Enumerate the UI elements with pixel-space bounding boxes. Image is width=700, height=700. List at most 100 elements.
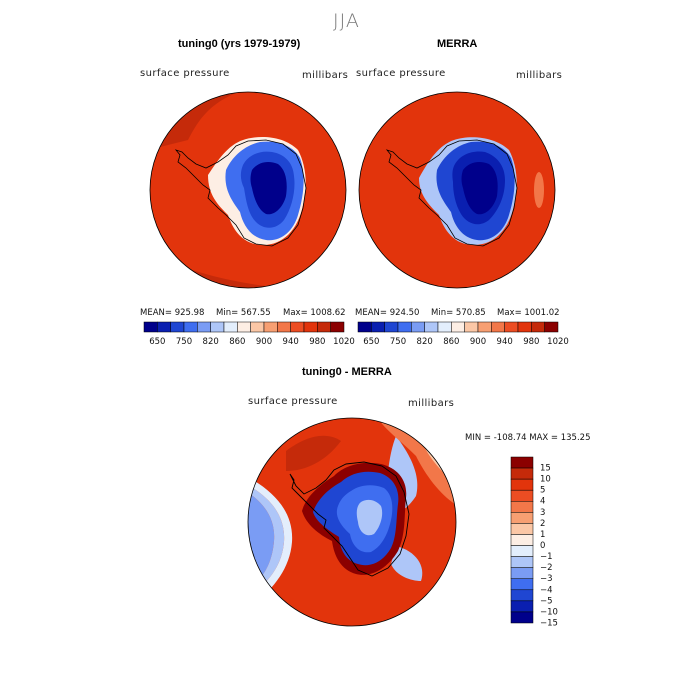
- colorbar-swatch: [357, 321, 372, 333]
- coastline: [289, 461, 410, 577]
- colorbar-swatch: [210, 321, 225, 333]
- colorbar-tick-label: 3: [540, 508, 545, 518]
- colorbar-swatch: [437, 321, 452, 333]
- colorbar-swatch: [510, 501, 534, 513]
- colorbar-tick-label: 940: [497, 337, 513, 347]
- colorbar-swatch: [371, 321, 385, 333]
- colorbar-tick-label: 1: [540, 530, 545, 540]
- high-pressure-patch: [534, 172, 544, 208]
- colorbar-tick-label: 980: [309, 337, 325, 347]
- colorbar-swatch: [510, 589, 534, 602]
- colorbar-tick-label: −10: [540, 607, 558, 617]
- colorbar-swatch: [317, 321, 331, 333]
- colorbar-swatch: [170, 321, 185, 333]
- colorbar-tick-label: 650: [149, 337, 165, 347]
- colorbar-tick-label: 0: [540, 541, 545, 551]
- colorbar-swatch: [197, 321, 211, 333]
- colorbar-tick-label: −2: [540, 563, 553, 573]
- positive-anomaly-north: [286, 435, 341, 471]
- colorbar-swatch: [330, 321, 345, 333]
- colorbar-swatch: [157, 321, 171, 333]
- panel-variable-label: surface pressure: [140, 68, 230, 79]
- colorbar-swatch: [510, 534, 534, 546]
- colorbar-swatch: [531, 321, 545, 333]
- colorbar-swatch: [250, 321, 265, 333]
- coastline: [385, 139, 518, 247]
- colorbar-tick-label: 860: [229, 337, 245, 347]
- colorbar-swatch: [510, 545, 534, 557]
- colorbar-tick-label: 5: [540, 486, 545, 496]
- colorbar-tick-label: 750: [390, 337, 406, 347]
- stat-range: MIN = -108.74 MAX = 135.25: [465, 433, 591, 443]
- weak-negative-west: [248, 484, 285, 598]
- colorbar-tick-label: 10: [540, 475, 551, 485]
- colorbar-swatch: [544, 321, 559, 333]
- colorbar-swatch: [510, 600, 534, 613]
- plateau-core: [250, 162, 287, 215]
- stat-max: Max= 1001.02: [497, 308, 560, 318]
- colorbar-swatch: [424, 321, 439, 333]
- colorbar-swatch: [491, 321, 505, 333]
- colorbar-swatch: [510, 512, 534, 524]
- colorbar-swatch: [384, 321, 399, 333]
- plateau-core: [461, 162, 498, 215]
- panel-title-reference: MERRA: [437, 38, 478, 50]
- colorbar-tick-label: −5: [540, 596, 553, 606]
- colorbar-tick-label: 900: [470, 337, 486, 347]
- colorbar-tick-label: 1020: [333, 337, 355, 347]
- colorbar-swatch: [504, 321, 519, 333]
- polar-map-model: [149, 91, 347, 289]
- colorbar-tick-label: 2: [540, 519, 545, 529]
- colorbar-tick-label: 750: [176, 337, 192, 347]
- colorbar-swatch: [263, 321, 278, 333]
- colorbar-tick-label: 650: [363, 337, 379, 347]
- colorbar-swatch: [510, 567, 534, 579]
- panel-title-model: tuning0 (yrs 1979-1979): [178, 38, 301, 50]
- colorbar-tick-label: −4: [540, 585, 553, 595]
- stat-min: Min= 570.85: [431, 308, 486, 318]
- colorbar-swatch: [510, 456, 534, 469]
- panel-units-label: millibars: [408, 398, 455, 409]
- stat-mean: MEAN= 925.98: [140, 308, 205, 318]
- colorbar-tick-label: 940: [283, 337, 299, 347]
- colorbar-swatch: [510, 523, 534, 535]
- colorbar-swatch: [510, 489, 534, 502]
- colorbar-tick-label: 4: [540, 497, 545, 507]
- colorbar-swatch: [510, 611, 534, 624]
- stat-mean: MEAN= 924.50: [355, 308, 420, 318]
- colorbar-swatch: [183, 321, 198, 333]
- colorbar-swatch: [451, 321, 465, 333]
- colorbar-swatch: [517, 321, 532, 333]
- figure-title: JJA: [333, 10, 360, 32]
- colorbar-swatch: [411, 321, 425, 333]
- neutral-band-west: [248, 476, 293, 604]
- colorbar-tick-label: 820: [203, 337, 219, 347]
- colorbar-swatch: [290, 321, 305, 333]
- panel-variable-label: surface pressure: [356, 68, 446, 79]
- colorbar-swatch: [510, 467, 534, 480]
- colorbar-tick-label: −1: [540, 552, 553, 562]
- panel-variable-label: surface pressure: [248, 396, 338, 407]
- polar-map-reference: [358, 91, 556, 289]
- colorbar-tick-label: 820: [417, 337, 433, 347]
- panel-units-label: millibars: [302, 70, 349, 81]
- colorbar-tick-label: 900: [256, 337, 272, 347]
- colorbar-swatch: [397, 321, 412, 333]
- colorbar-swatch: [143, 321, 158, 333]
- plateau-anomaly: [356, 499, 383, 536]
- colorbar-swatch: [237, 321, 251, 333]
- colorbar-swatch: [303, 321, 318, 333]
- colorbar-tick-label: −3: [540, 574, 553, 584]
- panel-units-label: millibars: [516, 70, 563, 81]
- polar-map-difference: [247, 417, 457, 627]
- colorbar-swatch: [510, 578, 534, 591]
- colorbar-swatch: [510, 478, 534, 491]
- colorbar-reference: 650 750 820 860 900 940 980 1020: [357, 321, 569, 347]
- colorbar-swatch: [277, 321, 291, 333]
- colorbar-tick-label: 15: [540, 464, 551, 474]
- colorbar-swatch: [223, 321, 238, 333]
- stat-max: Max= 1008.62: [283, 308, 346, 318]
- panel-title-difference: tuning0 - MERRA: [302, 366, 392, 378]
- colorbar-tick-label: 1020: [547, 337, 569, 347]
- colorbar-model: 650 750 820 860 900 940 980 1020: [143, 321, 355, 347]
